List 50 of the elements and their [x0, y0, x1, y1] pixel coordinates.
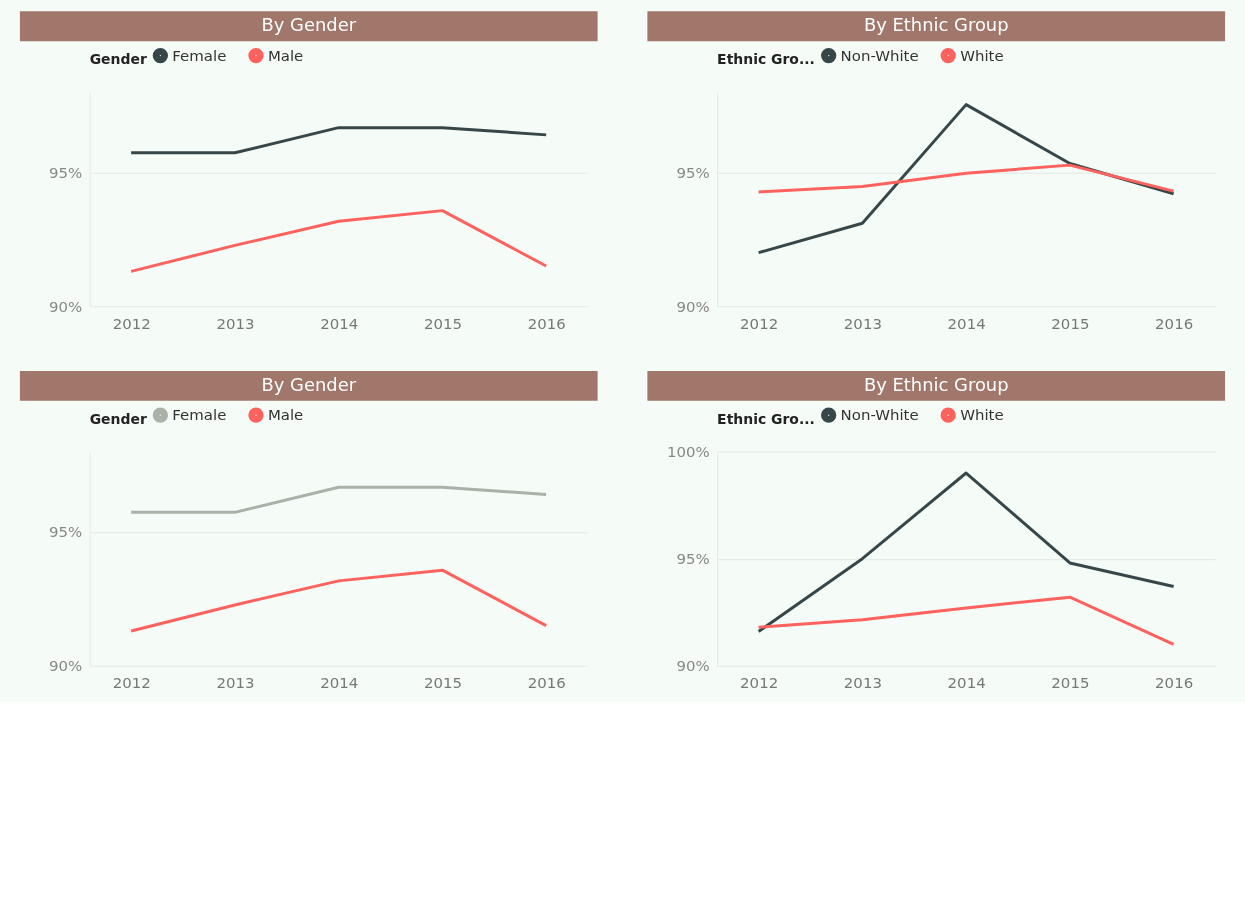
x-tick-label: 2016 [527, 314, 566, 333]
chart-title: By Ethnic Group [863, 14, 1009, 36]
line-series [757, 471, 1176, 633]
x-tick-label: 2015 [423, 674, 462, 693]
y-tick-label: 95% [48, 163, 83, 182]
legend-title: Ethnic Gro... [717, 51, 815, 68]
x-tick-label: 2013 [843, 314, 882, 333]
legend-title: Ethnic Gro... [717, 410, 815, 427]
y-tick-label: 95% [676, 163, 710, 182]
y-tick-label: 95% [676, 550, 710, 569]
legend-label: White [960, 46, 1004, 65]
y-tick-label: 90% [48, 657, 83, 676]
legend-label: Male [267, 406, 304, 425]
x-tick-label: 2012 [112, 314, 151, 333]
chart-title: By Gender [261, 14, 357, 36]
x-tick-label: 2014 [320, 674, 359, 693]
legend-title: Gender [89, 51, 147, 68]
x-tick-label: 2013 [216, 674, 255, 693]
legend-label: Female [172, 46, 227, 65]
x-tick-label: 2014 [947, 314, 986, 333]
legend-label: Female [172, 406, 227, 425]
x-tick-label: 2012 [740, 674, 779, 693]
x-tick-label: 2015 [1051, 314, 1090, 333]
x-tick-label: 2016 [1155, 674, 1194, 693]
x-tick-label: 2015 [1051, 674, 1090, 693]
x-tick-label: 2015 [423, 314, 462, 333]
legend-label: Male [267, 46, 304, 65]
x-tick-label: 2014 [320, 314, 359, 333]
x-tick-label: 2013 [843, 674, 882, 693]
legend-label: Non-White [840, 46, 919, 65]
legend-label: Non-White [840, 406, 919, 425]
chart-title: By Gender [261, 373, 357, 395]
y-tick-label: 90% [676, 297, 710, 316]
line-series [757, 163, 1176, 194]
chart-title: By Ethnic Group [863, 373, 1009, 395]
x-tick-label: 2012 [112, 674, 151, 693]
x-tick-label: 2013 [216, 314, 255, 333]
x-tick-label: 2014 [947, 674, 986, 693]
line-series [757, 595, 1176, 646]
x-tick-label: 2016 [527, 674, 566, 693]
line-series [129, 209, 548, 273]
x-tick-label: 2016 [1155, 314, 1194, 333]
y-tick-label: 95% [48, 523, 83, 542]
y-tick-label: 100% [666, 443, 710, 462]
line-series [129, 568, 548, 633]
legend-title: Gender [89, 410, 147, 427]
y-tick-label: 90% [676, 657, 710, 676]
x-tick-label: 2012 [740, 314, 779, 333]
legend-label: White [960, 406, 1004, 425]
y-tick-label: 90% [48, 297, 83, 316]
